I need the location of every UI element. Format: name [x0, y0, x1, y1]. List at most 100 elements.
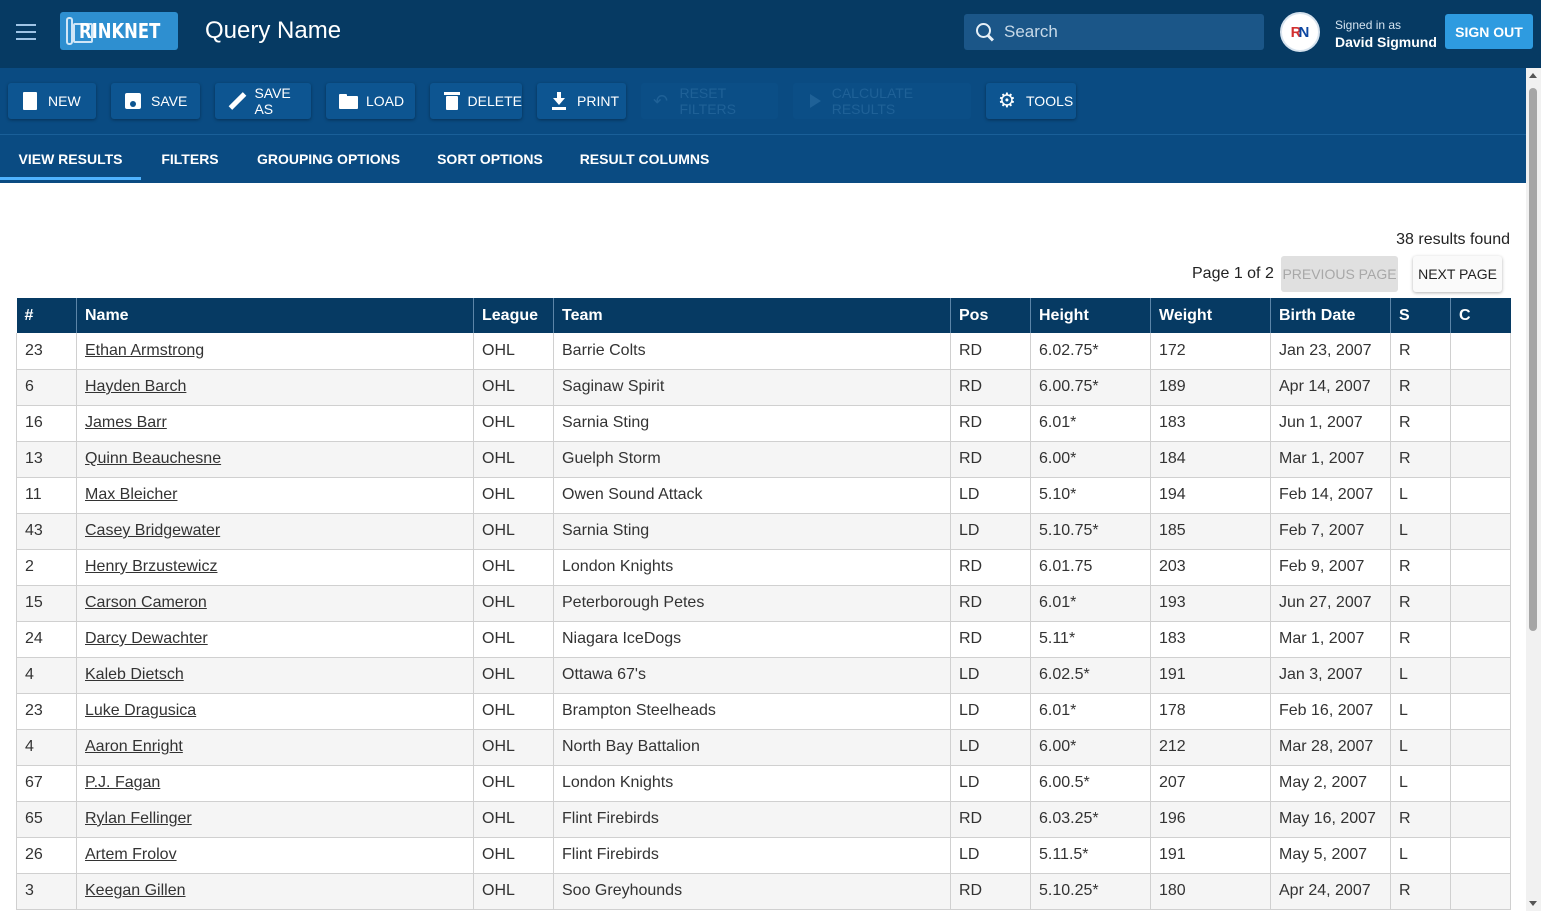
column-header-height[interactable]: Height [1030, 298, 1151, 333]
tab-view-results[interactable]: VIEW RESULTS [0, 135, 141, 183]
calculate-results-button[interactable]: CALCULATE RESULTS [793, 83, 971, 119]
new-button[interactable]: NEW [8, 83, 96, 119]
reset-filters-button[interactable]: ↶ RESET FILTERS [641, 83, 778, 119]
table-row[interactable]: 24 Darcy Dewachter OHL Niagara IceDogs RD 5.1… [16, 621, 1511, 658]
column-header-s[interactable]: S [1390, 298, 1451, 333]
previous-page-button[interactable]: PREVIOUS PAGE [1281, 256, 1398, 292]
player-name-link[interactable]: Quinn Beauchesne [85, 450, 222, 467]
rinknet-logo[interactable]: RINKNET [60, 12, 178, 50]
cell-number: 13 [16, 441, 77, 478]
table-row[interactable]: 6 Hayden Barch OHL Saginaw Spirit RD 6.00.75*… [16, 369, 1511, 406]
cell-weight: 194 [1150, 477, 1271, 514]
cell-height: 6.01* [1030, 693, 1151, 730]
tools-button[interactable]: ⚙ TOOLS [986, 83, 1076, 119]
player-name-link[interactable]: Darcy Dewachter [85, 630, 208, 647]
search-box[interactable] [964, 14, 1264, 50]
column-header-weight[interactable]: Weight [1150, 298, 1271, 333]
cell-pos: RD [950, 369, 1031, 406]
table-row[interactable]: 26 Artem Frolov OHL Flint Firebirds LD 5.11.5… [16, 837, 1511, 874]
column-header-c[interactable]: C [1450, 298, 1511, 333]
print-button[interactable]: PRINT [537, 83, 626, 119]
column-header-pos[interactable]: Pos [950, 298, 1031, 333]
cell-weight: 203 [1150, 549, 1271, 586]
cell-height: 6.01* [1030, 405, 1151, 442]
cell-league: OHL [473, 477, 554, 514]
table-row[interactable]: 43 Casey Bridgewater OHL Sarnia Sting LD 5.10… [16, 513, 1511, 550]
scrollbar-thumb[interactable] [1529, 88, 1537, 631]
table-row[interactable]: 4 Kaleb Dietsch OHL Ottawa 67's LD 6.02.5* 191… [16, 657, 1511, 694]
player-name-link[interactable]: Casey Bridgewater [85, 522, 221, 539]
table-row[interactable]: 65 Rylan Fellinger OHL Flint Firebirds RD 6.0… [16, 801, 1511, 838]
cell-name: Artem Frolov [76, 837, 474, 874]
column-header-birth-date[interactable]: Birth Date [1270, 298, 1391, 333]
player-name-link[interactable]: P.J. Fagan [85, 774, 161, 791]
play-icon [805, 91, 824, 111]
table-row[interactable]: 16 James Barr OHL Sarnia Sting RD 6.01* 183 Jun… [16, 405, 1511, 442]
delete-button[interactable]: DELETE [430, 83, 522, 119]
cell-name: Quinn Beauchesne [76, 441, 474, 478]
save-button[interactable]: SAVE [111, 83, 200, 119]
cell-number: 26 [16, 837, 77, 874]
column-header-team[interactable]: Team [553, 298, 951, 333]
player-name-link[interactable]: Luke Dragusica [85, 702, 197, 719]
table-row[interactable]: 3 Keegan Gillen OHL Soo Greyhounds RD 5.10.25… [16, 873, 1511, 910]
tab-result-columns[interactable]: RESULT COLUMNS [579, 151, 710, 167]
table-row[interactable]: 67 P.J. Fagan OHL London Knights LD 6.00.5* 20… [16, 765, 1511, 802]
vertical-scrollbar[interactable] [1526, 68, 1541, 911]
menu-icon[interactable] [16, 24, 36, 40]
cell-birth-date: Feb 7, 2007 [1270, 513, 1391, 550]
load-button[interactable]: LOAD [326, 83, 415, 119]
cell-c [1450, 477, 1511, 514]
table-row[interactable]: 23 Ethan Armstrong OHL Barrie Colts RD 6.02.7… [16, 333, 1511, 370]
player-name-link[interactable]: Hayden Barch [85, 378, 187, 395]
trash-icon [442, 91, 460, 111]
player-name-link[interactable]: Max Bleicher [85, 486, 178, 503]
cell-pos: LD [950, 837, 1031, 874]
player-name-link[interactable]: Henry Brzustewicz [85, 558, 218, 575]
column-header-league[interactable]: League [473, 298, 554, 333]
tab-bar: VIEW RESULTS FILTERS GROUPING OPTIONS SO… [0, 134, 1526, 183]
table-row[interactable]: 11 Max Bleicher OHL Owen Sound Attack LD 5.10… [16, 477, 1511, 514]
tab-sort-options[interactable]: SORT OPTIONS [437, 151, 543, 167]
player-name-link[interactable]: Carson Cameron [85, 594, 207, 611]
cell-height: 6.00* [1030, 729, 1151, 766]
player-name-link[interactable]: Keegan Gillen [85, 882, 186, 899]
cell-height: 5.11* [1030, 621, 1151, 658]
tab-grouping-options[interactable]: GROUPING OPTIONS [256, 151, 401, 167]
column-header-number[interactable]: # [16, 298, 77, 333]
cell-shoots: R [1390, 369, 1451, 406]
cell-c [1450, 405, 1511, 442]
player-name-link[interactable]: Aaron Enright [85, 738, 183, 755]
cell-pos: RD [950, 621, 1031, 658]
table-row[interactable]: 13 Quinn Beauchesne OHL Guelph Storm RD 6.00*… [16, 441, 1511, 478]
player-name-link[interactable]: Kaleb Dietsch [85, 666, 184, 683]
cell-weight: 184 [1150, 441, 1271, 478]
scroll-down-arrow-icon[interactable] [1529, 901, 1537, 906]
player-name-link[interactable]: Artem Frolov [85, 846, 177, 863]
cell-birth-date: Jan 3, 2007 [1270, 657, 1391, 694]
table-row[interactable]: 15 Carson Cameron OHL Peterborough Petes RD 6… [16, 585, 1511, 622]
table-row[interactable]: 4 Aaron Enright OHL North Bay Battalion LD 6.… [16, 729, 1511, 766]
table-row[interactable]: 23 Luke Dragusica OHL Brampton Steelheads LD… [16, 693, 1511, 730]
save-as-button[interactable]: SAVE AS [215, 83, 311, 119]
cell-birth-date: Mar 1, 2007 [1270, 621, 1391, 658]
cell-shoots: R [1390, 801, 1451, 838]
sign-out-button[interactable]: SIGN OUT [1445, 14, 1533, 49]
search-input[interactable] [1004, 22, 1244, 42]
cell-shoots: L [1390, 693, 1451, 730]
cell-team: Sarnia Sting [553, 513, 951, 550]
player-name-link[interactable]: Ethan Armstrong [85, 341, 205, 359]
column-header-name[interactable]: Name [76, 298, 474, 333]
cell-number: 16 [16, 405, 77, 442]
cell-weight: 180 [1150, 873, 1271, 910]
player-name-link[interactable]: Rylan Fellinger [85, 810, 192, 827]
next-page-button[interactable]: NEXT PAGE [1413, 256, 1502, 292]
table-row[interactable]: 2 Henry Brzustewicz OHL London Knights RD 6.0… [16, 549, 1511, 586]
player-name-link[interactable]: James Barr [85, 414, 167, 431]
tab-filters[interactable]: FILTERS [161, 151, 219, 167]
cell-pos: LD [950, 729, 1031, 766]
cell-birth-date: Mar 1, 2007 [1270, 441, 1391, 478]
scroll-up-arrow-icon[interactable] [1529, 73, 1537, 78]
